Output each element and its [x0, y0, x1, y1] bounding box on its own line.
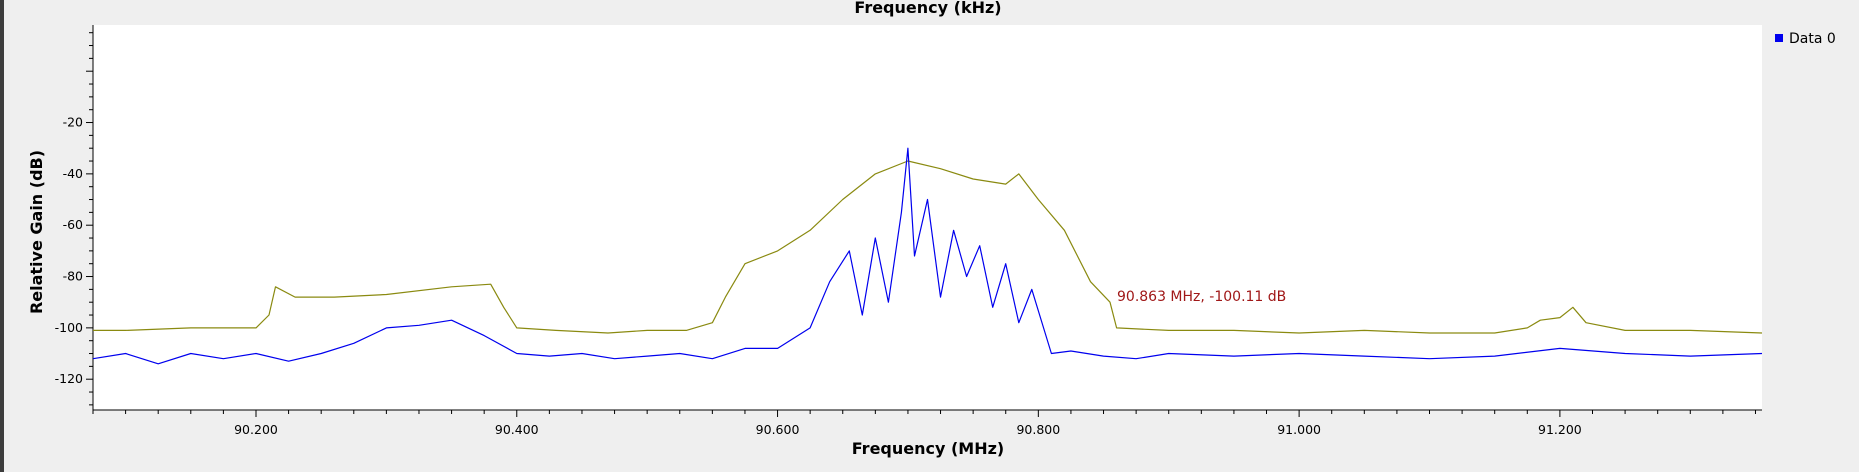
y-tick-label: -80 — [63, 269, 83, 284]
x-tick-label: 90.600 — [756, 422, 800, 437]
top-axis-title: Frequency (kHz) — [854, 0, 1001, 17]
y-tick-label: -60 — [63, 217, 83, 232]
y-tick-label: -120 — [55, 371, 83, 386]
legend-swatch-data-0 — [1775, 34, 1783, 42]
y-tick-label: -100 — [55, 320, 83, 335]
x-tick-label: 90.800 — [1016, 422, 1060, 437]
left-axis: -20 -40 -60 -80 -100 -120 — [55, 25, 94, 410]
marker-label: 90.863 MHz, -100.11 dB — [1117, 289, 1286, 305]
x-axis-title: Frequency (MHz) — [852, 439, 1004, 458]
y-axis-title: Relative Gain (dB) — [27, 150, 46, 314]
x-tick-label: 90.200 — [234, 422, 278, 437]
window-edge — [0, 0, 4, 472]
legend[interactable]: Data 0 — [1775, 31, 1836, 47]
y-tick-label: -20 — [63, 115, 83, 130]
bottom-axis: 90.200 90.400 90.600 90.800 91.000 91.200 — [92, 409, 1762, 437]
series-data-0-line — [92, 147, 1763, 365]
legend-label-data-0: Data 0 — [1789, 31, 1836, 47]
series-hold-line — [93, 160, 1763, 334]
x-tick-label: 91.200 — [1538, 422, 1582, 437]
traces — [92, 147, 1763, 365]
plot-canvas[interactable] — [93, 25, 1762, 410]
y-tick-label: -40 — [63, 166, 83, 181]
x-tick-label: 90.400 — [495, 422, 539, 437]
x-tick-label: 91.000 — [1277, 422, 1321, 437]
